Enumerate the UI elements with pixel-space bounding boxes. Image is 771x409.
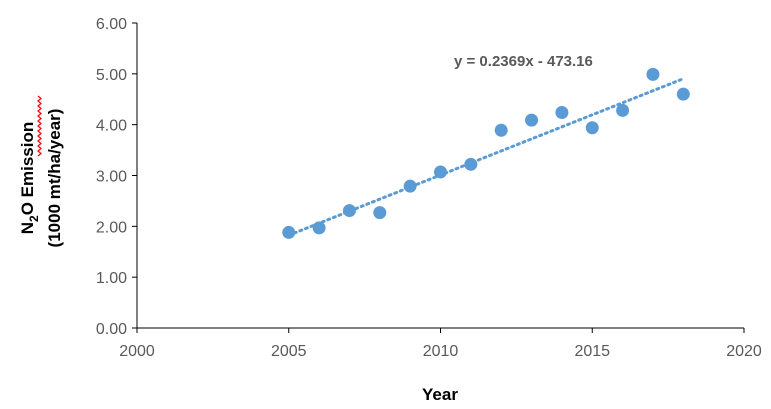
data-point: [464, 157, 478, 171]
y-axis-ticks: 0.00 1.00 2.00 3.00 4.00 5.00 6.00: [96, 16, 137, 338]
data-point: [525, 113, 539, 127]
data-point: [282, 225, 296, 239]
y-tick-label: 1.00: [96, 270, 127, 287]
y-axis-title: N2O Emission (1000 mt/ha/year): [18, 95, 64, 248]
data-point: [676, 87, 690, 101]
y-axis-title-line1: N2O Emission: [18, 122, 41, 235]
data-points: [282, 67, 690, 239]
data-point: [616, 103, 630, 117]
data-point: [312, 221, 326, 235]
data-point: [403, 179, 417, 193]
data-point: [434, 165, 447, 179]
x-tick-label: 2010: [423, 343, 459, 360]
y-tick-label: 0.00: [96, 321, 127, 338]
y-tick-label: 2.00: [96, 219, 127, 236]
data-point: [646, 67, 660, 81]
trendline-equation: y = 0.2369x - 473.16: [454, 53, 593, 70]
y-axis-title-line2: (1000 mt/ha/year): [45, 109, 64, 248]
x-axis-ticks: 2000 2005 2010 2015 2020: [119, 328, 762, 360]
x-tick-label: 2015: [574, 343, 610, 360]
spellcheck-underline: [37, 95, 42, 157]
data-point: [555, 105, 569, 119]
y-tick-label: 6.00: [96, 16, 127, 33]
x-tick-label: 2005: [271, 343, 307, 360]
x-tick-label: 2020: [726, 343, 762, 360]
data-point: [342, 204, 356, 218]
data-point: [373, 206, 387, 220]
y-tick-label: 3.00: [96, 169, 127, 186]
data-point: [585, 121, 599, 135]
x-axis-title: Year: [422, 385, 458, 404]
y-tick-label: 5.00: [96, 67, 127, 84]
x-tick-label: 2000: [119, 343, 155, 360]
y-tick-label: 4.00: [96, 118, 127, 135]
data-point: [494, 123, 508, 137]
